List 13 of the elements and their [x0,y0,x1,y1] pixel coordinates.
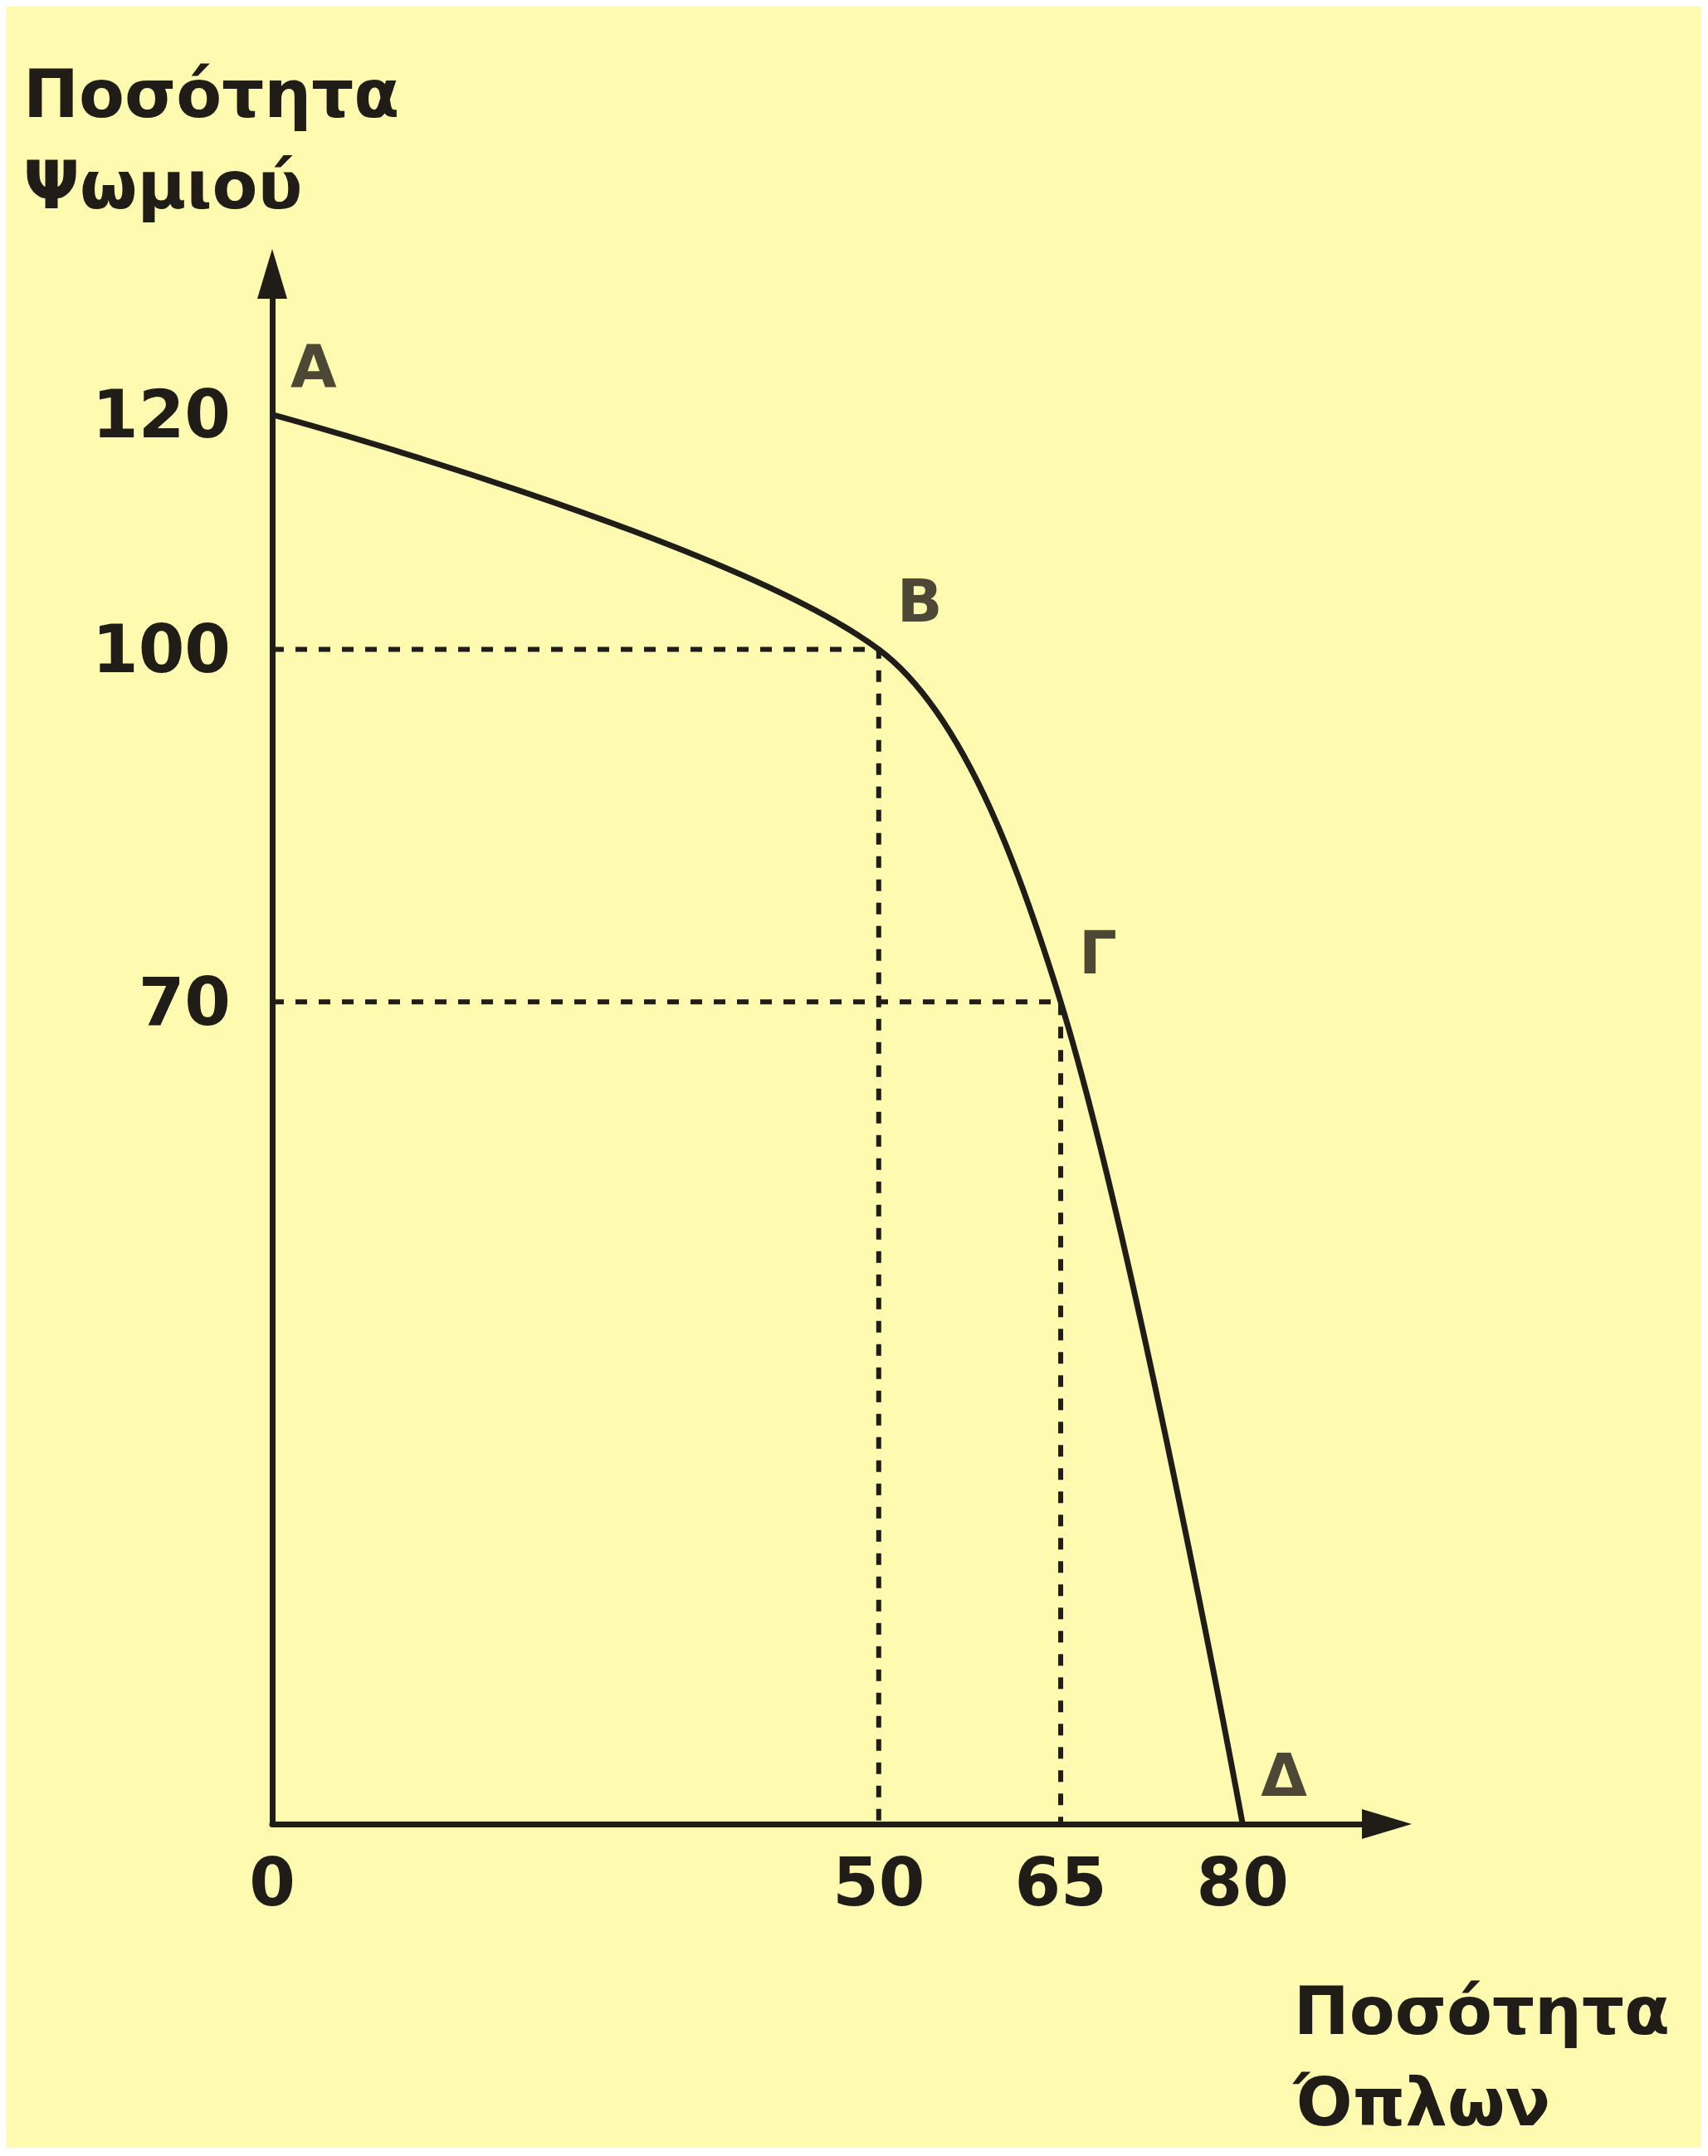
annotation: Α [290,330,337,401]
x-tick-label: 0 [249,1843,295,1921]
y-tick-label: 100 [92,611,231,689]
y-tick-label: 70 [138,963,231,1041]
x-tick-label: 50 [832,1843,925,1921]
x-tick-label: 80 [1196,1843,1289,1921]
y-tick-label: 120 [92,376,231,454]
x-axis-title: Ποσότητα Όπλων [1291,1972,1671,2141]
y-axis-title: Ποσότητα Ψωμιού [23,55,400,224]
annotation: Γ [1079,918,1117,988]
annotation: Β [896,565,943,636]
annotation: Δ [1261,1740,1308,1810]
x-tick-label: 65 [1014,1843,1107,1921]
